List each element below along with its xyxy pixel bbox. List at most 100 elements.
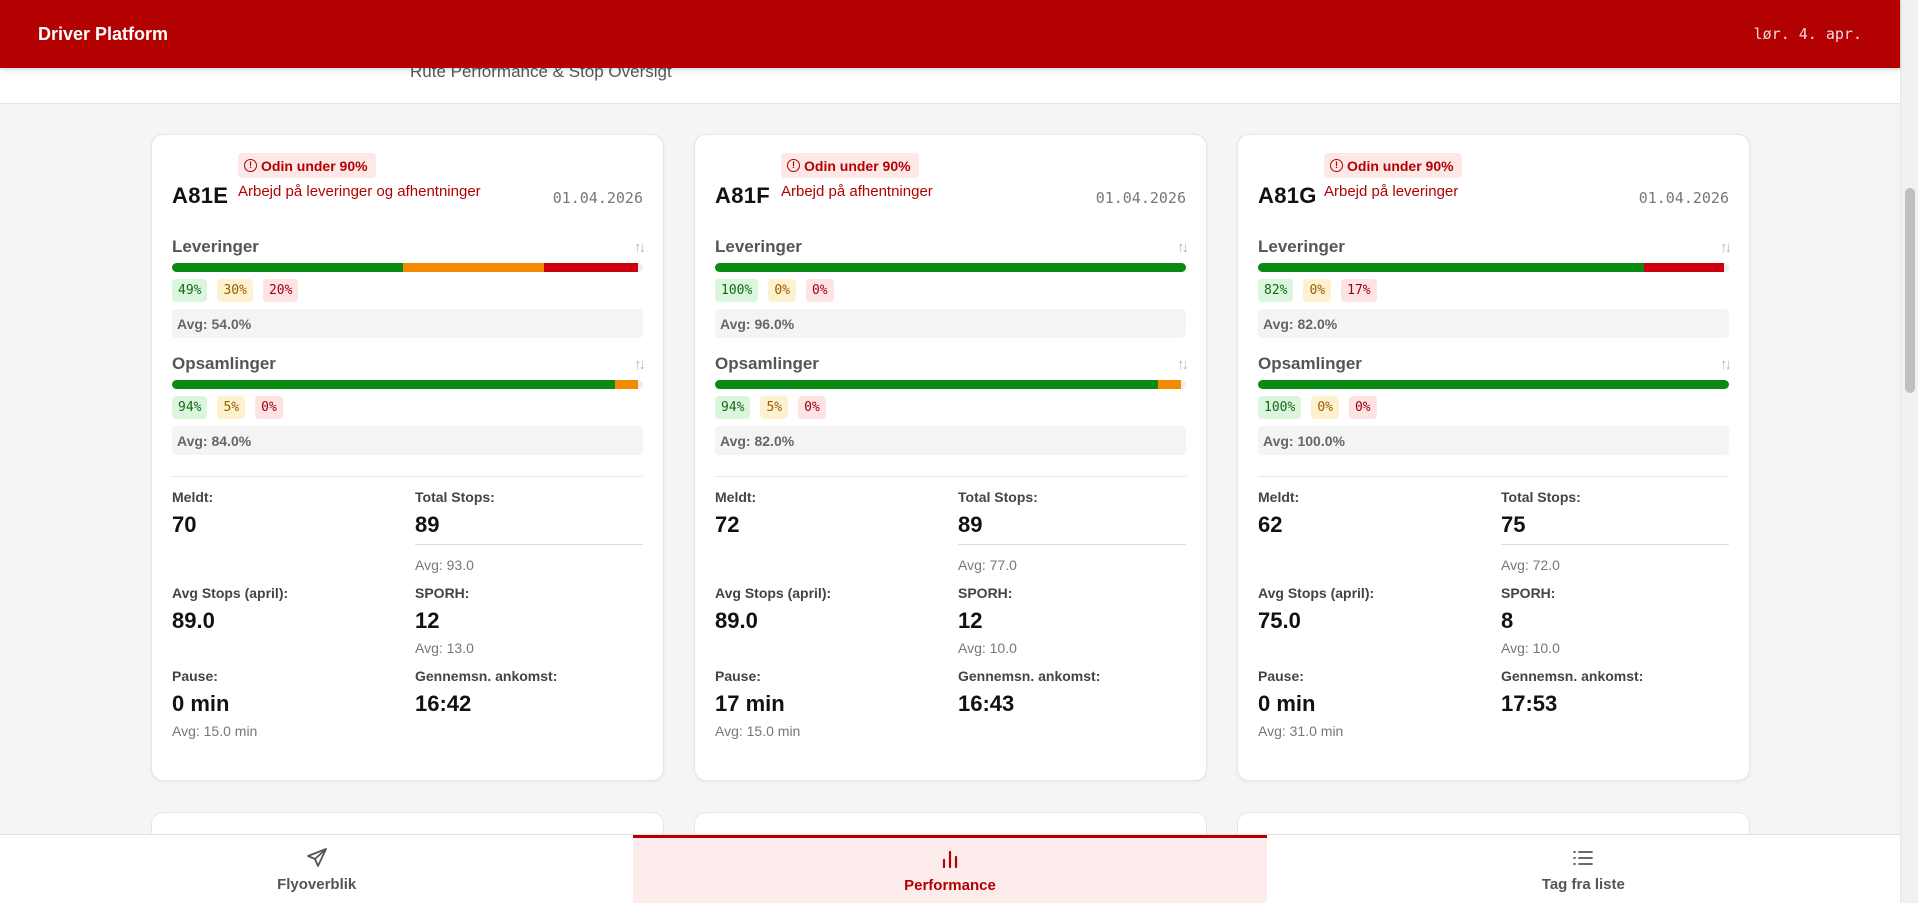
pill-orange: 30% xyxy=(217,279,253,302)
alert-icon: ! xyxy=(787,159,800,172)
stat-value: 8 xyxy=(1501,608,1514,633)
badge-label: Odin under 90% xyxy=(1347,157,1454,174)
stat-value: 0 min xyxy=(172,691,230,716)
sort-icon[interactable]: ↑↓ xyxy=(634,355,646,373)
stat-avg: Avg: 15.0 min xyxy=(172,723,258,739)
route-card[interactable]: A81G ! Odin under 90% Arbejd på levering… xyxy=(1237,134,1750,781)
stat-avg: Avg: 10.0 xyxy=(1501,640,1560,656)
bar-segment-red xyxy=(1644,263,1725,272)
stat-label: Avg Stops (april): xyxy=(172,585,289,601)
sort-icon[interactable]: ↑↓ xyxy=(1720,355,1732,373)
route-id: A81E xyxy=(172,183,229,208)
stat-label: Pause: xyxy=(1258,668,1304,684)
pill-green: 100% xyxy=(1258,396,1302,419)
stat-avg: Avg: 77.0 xyxy=(958,557,1017,573)
bar-segment-green xyxy=(172,263,403,272)
pill-green: 82% xyxy=(1258,279,1294,302)
bar-segment-orange xyxy=(1157,380,1182,389)
list-icon xyxy=(1573,850,1594,865)
stat-meldt: Meldt: 70 xyxy=(172,489,415,573)
pill-red: 0% xyxy=(805,279,834,302)
pill-red: 0% xyxy=(255,396,283,419)
stat-label: Meldt: xyxy=(1258,489,1300,505)
nav-performance[interactable]: Performance xyxy=(633,835,1267,903)
stat-ankomst: Gennemsn. ankomst: 16:43 xyxy=(958,668,1186,739)
card-date: 01.04.2026 xyxy=(1638,189,1729,207)
stat-meldt: Meldt: 72 xyxy=(715,489,958,573)
pill-green: 94% xyxy=(172,396,208,419)
bottom-nav: Flyoverblik Performance Tag fra liste xyxy=(0,834,1900,903)
bar-segment-green xyxy=(1258,263,1645,272)
stat-avg-stops: Avg Stops (april): 75.0 xyxy=(1258,585,1501,656)
nav-tag-fra-liste[interactable]: Tag fra liste xyxy=(1267,835,1900,903)
stat-value: 16:43 xyxy=(958,691,1015,716)
warning-note: Arbejd på afhentninger xyxy=(781,183,933,200)
stat-value: 17 min xyxy=(715,691,785,716)
stat-pause: Pause: 0 min Avg: 15.0 min xyxy=(172,668,415,739)
pill-red: 17% xyxy=(1341,279,1377,302)
nav-flyoverblik[interactable]: Flyoverblik xyxy=(0,835,633,903)
stat-avg: Avg: 10.0 xyxy=(958,640,1017,656)
stat-label: Meldt: xyxy=(715,489,757,505)
divider xyxy=(1258,476,1729,477)
progress-bar xyxy=(715,380,1186,389)
pill-green: 100% xyxy=(715,279,759,302)
scrollbar-thumb[interactable] xyxy=(1905,188,1915,393)
warning-note: Arbejd på leveringer og afhentninger xyxy=(238,183,481,200)
stat-avg: Avg: 13.0 xyxy=(415,640,474,656)
bar-segment-green xyxy=(715,380,1158,389)
sort-icon[interactable]: ↑↓ xyxy=(1177,238,1189,256)
route-cards: A81E ! Odin under 90% Arbejd på levering… xyxy=(151,134,1750,781)
page-subheader: Rute Performance & Stop Oversigt xyxy=(0,62,1900,104)
bar-segment-green xyxy=(172,380,615,389)
pill-orange: 5% xyxy=(217,396,246,419)
stats-grid: Meldt: 70 Total Stops: 89 Avg: 93.0 Avg … xyxy=(172,477,643,739)
section-title: Leveringer xyxy=(715,237,802,256)
nav-label: Tag fra liste xyxy=(1541,875,1625,893)
stat-ankomst: Gennemsn. ankomst: 16:42 xyxy=(415,668,643,739)
leveringer-section: Leveringer ↑↓ 82% 0% 17% Avg: 82.0% xyxy=(1258,235,1732,338)
avg-box: Avg: 96.0% xyxy=(715,309,1186,338)
sort-icon[interactable]: ↑↓ xyxy=(1720,238,1732,256)
stat-avg: Avg: 72.0 xyxy=(1501,557,1560,573)
scrollbar[interactable] xyxy=(1900,0,1918,903)
stat-value: 17:53 xyxy=(1501,691,1558,716)
progress-bar xyxy=(172,263,643,272)
bar-segment-orange xyxy=(614,380,639,389)
sort-icon[interactable]: ↑↓ xyxy=(1177,355,1189,373)
route-card[interactable]: A81E ! Odin under 90% Arbejd på levering… xyxy=(151,134,664,781)
avg-box: Avg: 54.0% xyxy=(172,309,643,338)
warning-badge: ! Odin under 90% xyxy=(238,153,376,178)
bar-segment-green xyxy=(715,263,1186,272)
pill-red: 20% xyxy=(262,279,299,302)
pill-orange: 0% xyxy=(768,279,796,302)
progress-bar xyxy=(1258,263,1729,272)
bar-segment-green xyxy=(1258,380,1729,389)
pill-green: 94% xyxy=(715,396,751,419)
warning-note: Arbejd på leveringer xyxy=(1324,183,1459,200)
bar-segment-orange xyxy=(402,263,545,272)
section-title: Leveringer xyxy=(172,237,259,256)
badge-label: Odin under 90% xyxy=(804,157,911,174)
stat-label: SPORH: xyxy=(958,585,1013,601)
top-bar: Driver Platform lør. 4. apr. xyxy=(0,0,1900,68)
route-card[interactable]: A81F ! Odin under 90% Arbejd på afhentni… xyxy=(694,134,1207,781)
progress-bar xyxy=(1258,380,1729,389)
sort-icon[interactable]: ↑↓ xyxy=(634,238,646,256)
app-title: Driver Platform xyxy=(38,23,169,44)
pill-orange: 5% xyxy=(760,396,789,419)
pill-orange: 0% xyxy=(1311,396,1339,419)
stat-sporh: SPORH: 12 Avg: 10.0 xyxy=(958,585,1186,656)
stat-avg: Avg: 31.0 min xyxy=(1258,723,1344,739)
nav-label: Flyoverblik xyxy=(277,875,357,893)
bar-segment-red xyxy=(544,263,639,272)
divider xyxy=(715,476,1186,477)
avg-box: Avg: 82.0% xyxy=(715,426,1186,455)
stat-avg: Avg: 93.0 xyxy=(415,557,474,573)
stat-value: 75 xyxy=(1501,512,1729,545)
stat-value: 0 min xyxy=(1258,691,1316,716)
stat-label: Pause: xyxy=(715,668,761,684)
stat-avg-stops: Avg Stops (april): 89.0 xyxy=(172,585,415,656)
stat-total-stops: Total Stops: 89 Avg: 77.0 xyxy=(958,489,1186,573)
section-title: Opsamlinger xyxy=(172,354,276,373)
